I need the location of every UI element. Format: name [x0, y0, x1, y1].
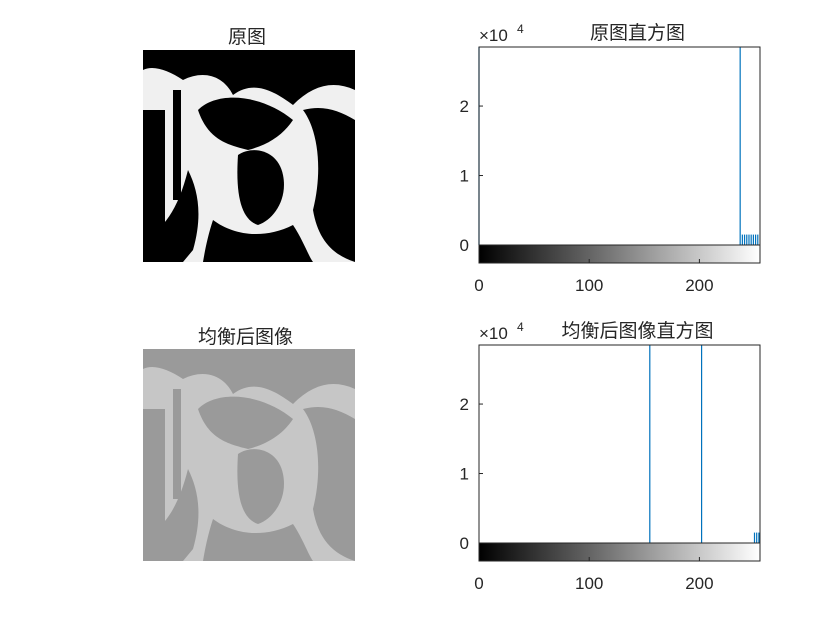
- y-tick-label: 0: [460, 534, 469, 553]
- x-tick-label: 100: [575, 574, 603, 593]
- original-image-pillar-edge: [173, 90, 181, 200]
- histogram-title: 均衡后图像直方图: [561, 320, 713, 342]
- original-image-dark-region-right: [303, 108, 355, 262]
- equalized-image-pillar-edge: [173, 389, 181, 499]
- original-image-title: 原图: [228, 26, 267, 48]
- x-tick-label: 0: [474, 276, 483, 295]
- y-tick-label: 2: [460, 395, 469, 414]
- x-tick-label: 200: [685, 276, 713, 295]
- original-image-hat: [198, 97, 293, 150]
- equalized-image-body: [203, 519, 313, 561]
- y-exponent-power: 4: [517, 320, 524, 334]
- original-histogram-chart: 0 100 200 0 1 2 ×10 4 原图直方图: [460, 22, 761, 295]
- equalized-image-pillar: [143, 409, 165, 561]
- equalized-image-dark-region-right: [303, 407, 355, 561]
- y-tick-label: 1: [460, 465, 469, 484]
- y-tick-label: 2: [460, 97, 469, 116]
- y-tick-label: 0: [460, 236, 469, 255]
- equalized-image-hat: [198, 396, 293, 449]
- y-exponent-label: ×10: [479, 324, 508, 343]
- equalized-image-dark-region-top: [143, 349, 355, 404]
- gray-colorbar: [478, 244, 761, 264]
- equalized-image: [143, 349, 355, 561]
- y-tick-label: 1: [460, 167, 469, 186]
- y-exponent-label: ×10: [479, 26, 508, 45]
- equalized-histogram-chart: 0 100 200 0 1 2 ×10 4 均衡后图像直方图: [460, 320, 761, 593]
- plot-axes-box: [478, 46, 761, 246]
- original-image-dark-region-top: [143, 50, 355, 105]
- equalized-image-canvas: [143, 349, 355, 561]
- gray-colorbar: [478, 542, 761, 562]
- original-image-body: [203, 220, 313, 262]
- x-tick-label: 100: [575, 276, 603, 295]
- original-image: [143, 50, 355, 262]
- original-image-canvas: [143, 50, 355, 262]
- plot-axes-box: [478, 344, 761, 544]
- equalized-histogram-panel: 0 100 200 0 1 2 ×10 4 均衡后图像直方图: [440, 318, 770, 598]
- y-exponent-power: 4: [517, 22, 524, 36]
- x-tick-label: 0: [474, 574, 483, 593]
- original-histogram-panel: 0 100 200 0 1 2 ×10 4 原图直方图: [440, 20, 770, 300]
- equalized-image-title: 均衡后图像: [198, 326, 294, 348]
- histogram-title: 原图直方图: [590, 22, 685, 44]
- x-tick-label: 200: [685, 574, 713, 593]
- original-image-pillar: [143, 110, 165, 262]
- original-image-face: [237, 150, 284, 225]
- equalized-image-face: [237, 449, 284, 524]
